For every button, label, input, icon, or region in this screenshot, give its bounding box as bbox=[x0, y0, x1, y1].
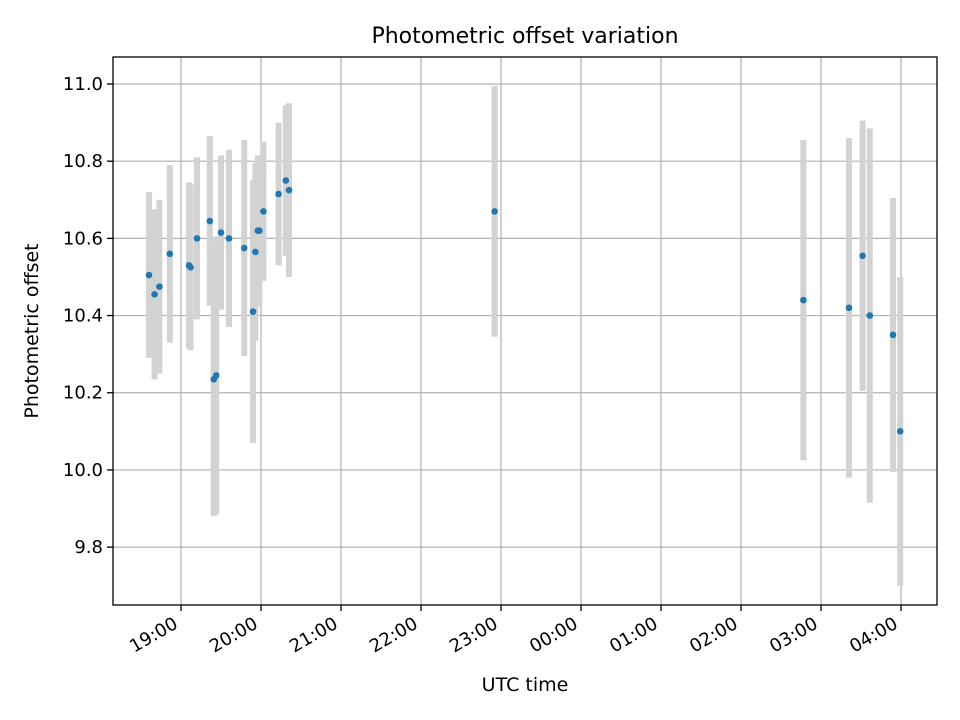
data-point bbox=[845, 304, 853, 312]
data-point bbox=[212, 372, 220, 379]
data-point bbox=[166, 250, 174, 258]
data-point bbox=[217, 229, 225, 236]
y-tick-label: 10.8 bbox=[63, 151, 103, 172]
y-tick-label: 10.4 bbox=[63, 306, 103, 327]
grid bbox=[113, 57, 937, 605]
data-point bbox=[800, 296, 807, 304]
data-point bbox=[225, 235, 233, 242]
x-tick-label: 21:00 bbox=[286, 613, 341, 657]
plot-frame bbox=[112, 56, 938, 606]
y-axis-label: Photometric offset bbox=[21, 243, 43, 418]
data-point bbox=[275, 190, 282, 198]
data-point bbox=[282, 177, 290, 184]
y-tick-label: 10.6 bbox=[63, 228, 103, 249]
data-point bbox=[889, 331, 897, 339]
data-point bbox=[193, 235, 201, 242]
data-points bbox=[145, 177, 904, 435]
data-point bbox=[156, 283, 163, 290]
data-point bbox=[252, 248, 259, 256]
x-tick-label: 23:00 bbox=[446, 613, 501, 657]
data-point bbox=[859, 252, 866, 260]
data-point bbox=[285, 186, 293, 194]
data-point bbox=[151, 291, 158, 298]
data-point bbox=[240, 244, 248, 252]
data-point bbox=[187, 264, 194, 271]
data-point bbox=[896, 428, 904, 435]
x-tick-label: 19:00 bbox=[126, 613, 181, 657]
y-tick-label: 11.0 bbox=[63, 74, 103, 95]
y-tick-label: 10.2 bbox=[63, 383, 103, 404]
x-axis-label: UTC time bbox=[482, 674, 569, 696]
y-tick-label: 9.8 bbox=[74, 537, 103, 558]
data-point bbox=[866, 312, 874, 319]
x-tick-label: 03:00 bbox=[766, 613, 821, 657]
data-point bbox=[145, 271, 153, 279]
data-point bbox=[491, 208, 498, 215]
data-point bbox=[260, 208, 267, 215]
x-tick-label: 04:00 bbox=[846, 613, 901, 657]
y-axis-ticks: 9.8 10.0 10.2 10.4 10.6 10.8 11.0 bbox=[63, 74, 113, 558]
x-tick-label: 20:00 bbox=[206, 613, 261, 657]
x-tick-label: 00:00 bbox=[526, 613, 581, 657]
x-axis-ticks: 19:00 20:00 21:00 22:00 23:00 00:00 01:00 02:00… bbox=[126, 605, 902, 657]
y-tick-label: 10.0 bbox=[63, 460, 103, 481]
data-point bbox=[206, 217, 214, 225]
data-point bbox=[249, 308, 257, 316]
x-tick-label: 02:00 bbox=[686, 613, 741, 657]
x-tick-label: 01:00 bbox=[606, 613, 661, 657]
x-tick-label: 22:00 bbox=[366, 613, 421, 657]
chart-title: Photometric offset variation bbox=[371, 24, 678, 49]
data-point bbox=[256, 227, 263, 234]
